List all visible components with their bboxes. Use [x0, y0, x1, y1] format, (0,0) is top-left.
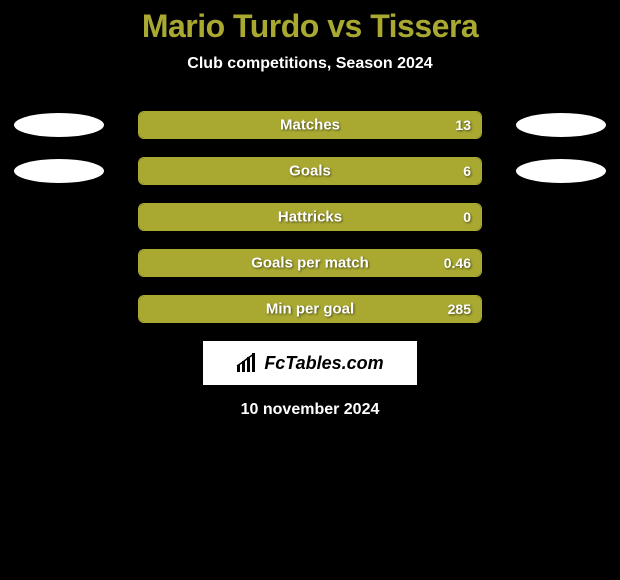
- stat-value: 0: [463, 209, 471, 225]
- stat-bar: Hattricks 0: [138, 203, 482, 231]
- player-left-ellipse: [14, 113, 104, 137]
- footer-date: 10 november 2024: [0, 401, 620, 419]
- stat-bar: Goals per match 0.46: [138, 249, 482, 277]
- branding-text: FcTables.com: [264, 353, 383, 374]
- stat-bar: Min per goal 285: [138, 295, 482, 323]
- player-right-ellipse: [516, 159, 606, 183]
- stat-label: Goals: [289, 163, 331, 180]
- stat-value: 285: [448, 301, 471, 317]
- stat-label: Hattricks: [278, 209, 342, 226]
- stat-bar: Matches 13: [138, 111, 482, 139]
- stat-bar: Goals 6: [138, 157, 482, 185]
- page-title: Mario Turdo vs Tissera: [0, 0, 620, 45]
- comparison-rows: Matches 13 Goals 6 Hattricks 0 Goals per match…: [0, 111, 620, 323]
- stat-label: Goals per match: [251, 255, 369, 272]
- stat-value: 6: [463, 163, 471, 179]
- stat-value: 13: [455, 117, 471, 133]
- page-subtitle: Club competitions, Season 2024: [0, 55, 620, 73]
- branding-box[interactable]: FcTables.com: [203, 341, 417, 385]
- comparison-row: Goals per match 0.46: [0, 249, 620, 277]
- bar-chart-icon: [236, 353, 258, 373]
- player-right-ellipse: [516, 113, 606, 137]
- stats-comparison-card: Mario Turdo vs Tissera Club competitions…: [0, 0, 620, 580]
- comparison-row: Matches 13: [0, 111, 620, 139]
- comparison-row: Goals 6: [0, 157, 620, 185]
- comparison-row: Hattricks 0: [0, 203, 620, 231]
- stat-value: 0.46: [444, 255, 471, 271]
- stat-label: Min per goal: [266, 301, 354, 318]
- stat-label: Matches: [280, 117, 340, 134]
- player-left-ellipse: [14, 159, 104, 183]
- comparison-row: Min per goal 285: [0, 295, 620, 323]
